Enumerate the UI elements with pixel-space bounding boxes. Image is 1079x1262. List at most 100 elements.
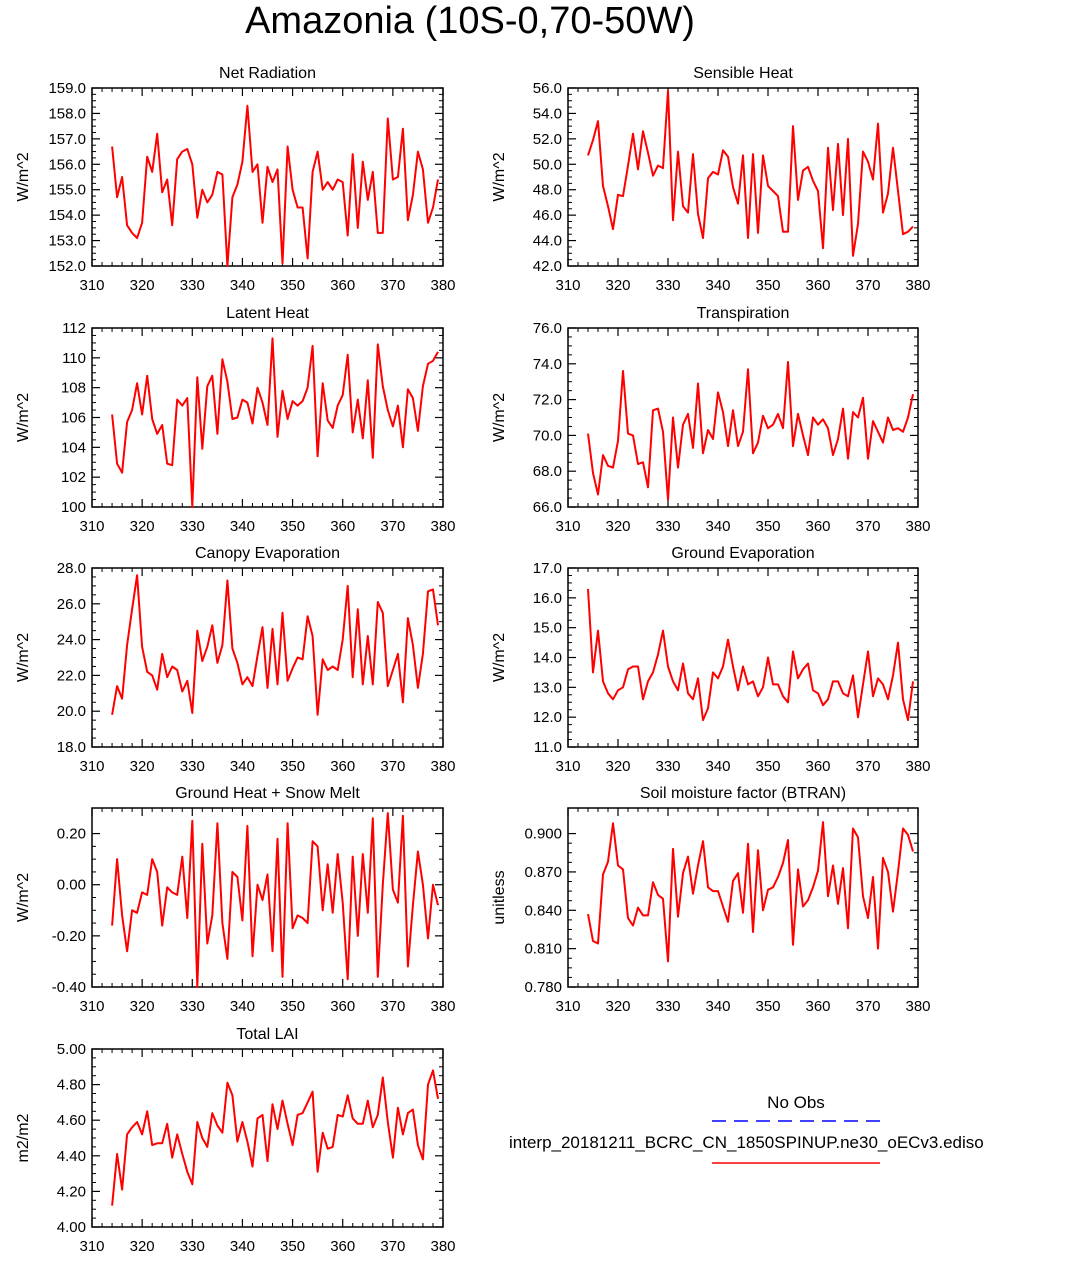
- x-tick-label: 310: [79, 998, 104, 1015]
- x-tick-label: 330: [655, 518, 680, 535]
- x-tick-label: 310: [79, 518, 104, 535]
- x-tick-label: 350: [755, 277, 780, 294]
- x-tick-label: 310: [79, 277, 104, 294]
- y-axis-label: unitless: [491, 870, 508, 924]
- panel-2: Sensible Heat 310 320 330 340 350 360 370 380 42.…: [491, 65, 931, 294]
- series-line: [587, 361, 914, 501]
- y-tick-label: 4.60: [57, 1112, 86, 1129]
- panel-9: Total LAI 310 320 330 340 350 360 370 380 4.00 4.2…: [15, 1026, 456, 1255]
- x-tick-label: 380: [430, 518, 455, 535]
- series-line: [587, 821, 914, 963]
- x-tick-label: 360: [330, 1238, 355, 1255]
- x-tick-label: 380: [430, 1238, 455, 1255]
- x-tick-label: 350: [280, 758, 305, 775]
- series-line: [111, 812, 439, 988]
- y-tick-label: 12.0: [533, 709, 562, 726]
- panel-4: Transpiration 310 320 330 340 350 360 370 380 66.…: [491, 305, 931, 535]
- x-tick-label: 370: [380, 998, 405, 1015]
- y-tick-label: 52.0: [533, 131, 562, 148]
- x-tick-label: 350: [280, 1238, 305, 1255]
- series-line: [111, 337, 439, 508]
- x-tick-label: 320: [605, 998, 630, 1015]
- y-axis-label: W/m^2: [15, 152, 32, 201]
- y-tick-label: 153.0: [48, 233, 86, 250]
- y-tick-label: 14.0: [533, 650, 562, 667]
- x-tick-label: 360: [330, 758, 355, 775]
- series-line: [111, 104, 439, 267]
- panel-7: Ground Heat + Snow Melt 310 320 330 340 350 36…: [15, 785, 456, 1015]
- x-tick-label: 350: [280, 277, 305, 294]
- x-tick-label: 380: [430, 998, 455, 1015]
- y-tick-label: 0.840: [524, 902, 562, 919]
- y-tick-label: 157.0: [48, 131, 86, 148]
- x-tick-label: 340: [705, 998, 730, 1015]
- panel-title: Ground Heat + Snow Melt: [175, 785, 360, 802]
- x-tick-label: 370: [380, 758, 405, 775]
- y-tick-label: 26.0: [57, 596, 86, 613]
- y-tick-label: 108: [61, 380, 86, 397]
- y-tick-label: 70.0: [533, 427, 562, 444]
- x-tick-label: 340: [230, 1238, 255, 1255]
- y-tick-label: 28.0: [57, 560, 86, 577]
- panel-title: Latent Heat: [226, 305, 309, 322]
- y-tick-label: 4.80: [57, 1077, 86, 1094]
- y-tick-label: 22.0: [57, 667, 86, 684]
- y-tick-label: 5.00: [57, 1041, 86, 1058]
- panel-8: Soil moisture factor (BTRAN) 310 320 330 340…: [491, 785, 931, 1015]
- x-tick-label: 310: [79, 758, 104, 775]
- x-tick-label: 380: [905, 998, 930, 1015]
- x-tick-label: 310: [79, 1238, 104, 1255]
- x-tick-label: 330: [655, 758, 680, 775]
- y-axis-label: W/m^2: [15, 873, 32, 922]
- panel-title: Ground Evaporation: [671, 545, 814, 562]
- y-tick-label: 50.0: [533, 156, 562, 173]
- y-tick-label: 0.810: [524, 941, 562, 958]
- x-tick-label: 360: [805, 277, 830, 294]
- panel-1: Net Radiation 310 320 330 340 350 360 370 380 152…: [15, 65, 456, 294]
- y-tick-label: 42.0: [533, 258, 562, 275]
- y-tick-label: -0.40: [52, 979, 86, 996]
- x-tick-label: 320: [130, 518, 155, 535]
- plot-frame: [567, 567, 919, 748]
- x-tick-label: 340: [230, 277, 255, 294]
- y-tick-label: 156.0: [48, 156, 86, 173]
- y-tick-label: 11.0: [534, 739, 562, 756]
- x-tick-label: 320: [605, 277, 630, 294]
- x-tick-label: 330: [180, 277, 205, 294]
- x-tick-label: 320: [130, 998, 155, 1015]
- x-tick-label: 340: [230, 758, 255, 775]
- x-tick-label: 340: [705, 758, 730, 775]
- x-tick-label: 380: [430, 277, 455, 294]
- x-tick-label: 380: [905, 758, 930, 775]
- x-tick-label: 330: [180, 758, 205, 775]
- y-axis-label: W/m^2: [491, 393, 508, 442]
- panel-title: Total LAI: [236, 1026, 298, 1043]
- legend-obs-label: No Obs: [767, 1093, 825, 1112]
- y-tick-label: 154.0: [48, 207, 86, 224]
- y-tick-label: 72.0: [533, 392, 562, 409]
- y-tick-label: 110: [62, 350, 86, 367]
- x-tick-label: 370: [855, 518, 880, 535]
- x-tick-label: 370: [855, 277, 880, 294]
- y-tick-label: 66.0: [533, 499, 562, 516]
- x-tick-label: 360: [330, 277, 355, 294]
- y-tick-label: 106: [61, 410, 86, 427]
- y-tick-label: 100: [61, 499, 86, 516]
- x-tick-label: 340: [230, 998, 255, 1015]
- y-tick-label: 46.0: [533, 207, 562, 224]
- x-tick-label: 320: [130, 1238, 155, 1255]
- y-tick-label: 112: [62, 320, 86, 337]
- y-tick-label: 159.0: [48, 80, 86, 97]
- y-tick-label: 54.0: [533, 105, 562, 122]
- y-axis-label: W/m^2: [491, 152, 508, 201]
- y-axis-label: W/m^2: [491, 633, 508, 682]
- y-tick-label: 15.0: [533, 620, 562, 637]
- panel-5: Canopy Evaporation 310 320 330 340 350 360 370 3…: [15, 545, 456, 775]
- plot-frame: [567, 807, 919, 988]
- x-tick-label: 370: [855, 758, 880, 775]
- x-tick-label: 380: [905, 518, 930, 535]
- y-tick-label: -0.20: [52, 928, 86, 945]
- y-tick-label: 102: [61, 469, 86, 486]
- y-tick-label: 76.0: [533, 320, 562, 337]
- x-tick-label: 330: [180, 998, 205, 1015]
